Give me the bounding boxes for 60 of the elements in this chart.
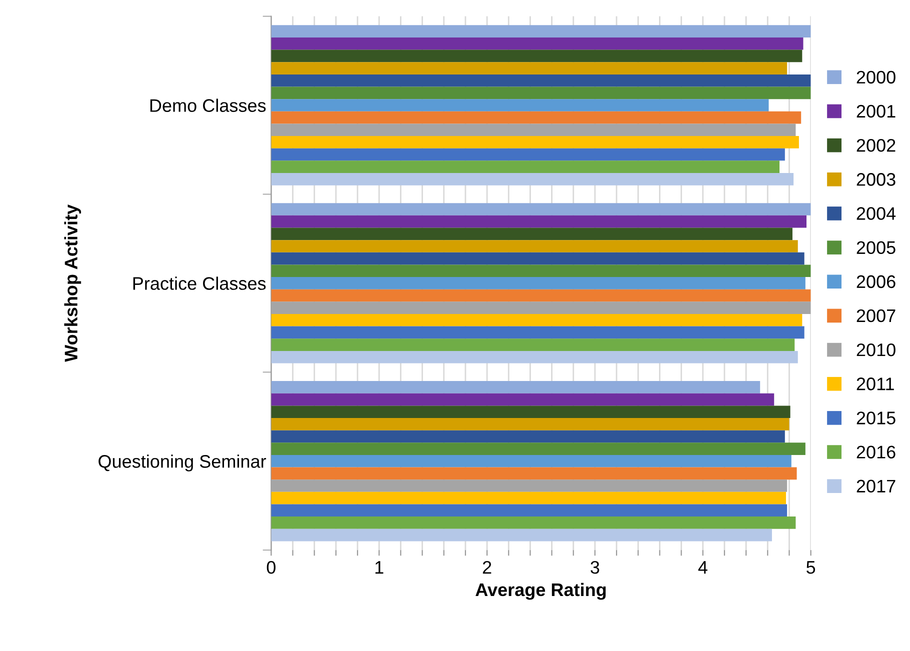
- x-tick-label: 1: [375, 561, 384, 574]
- y-tick-label: Practice Classes: [133, 276, 266, 290]
- bar: [271, 289, 811, 302]
- x-tick-label: 3: [590, 560, 600, 574]
- x-axis-title: Average Rating: [476, 582, 606, 600]
- y-tick-label: Demo Classes: [150, 98, 266, 112]
- bar: [271, 173, 794, 186]
- bar: [271, 240, 798, 252]
- bar: [271, 492, 786, 504]
- bar: [271, 215, 806, 228]
- legend-label: 2005: [856, 241, 896, 254]
- y-axis-title: Workshop Activity: [64, 204, 82, 362]
- legend-label: 2017: [856, 480, 896, 493]
- bar: [271, 160, 780, 173]
- bar: [271, 350, 798, 364]
- bar: [271, 528, 772, 542]
- bar: [271, 454, 792, 468]
- x-tick-label: 4: [698, 561, 708, 574]
- bar: [271, 264, 811, 278]
- bar: [271, 326, 804, 339]
- legend-label: 2010: [856, 343, 896, 356]
- bar: [271, 50, 802, 62]
- legend-label: 2000: [856, 70, 896, 84]
- legend-label: 2001: [856, 104, 896, 118]
- bar: [271, 418, 790, 430]
- bar: [271, 252, 804, 265]
- x-tick-label: 0: [266, 560, 276, 574]
- legend-label: 2015: [856, 412, 896, 424]
- bar: [271, 74, 811, 87]
- bar: [271, 393, 774, 406]
- bar: [271, 86, 811, 100]
- bar: [271, 467, 797, 480]
- legend-label: 2003: [856, 173, 896, 186]
- bar: [271, 111, 802, 124]
- bar: [271, 25, 811, 38]
- bar: [271, 203, 811, 216]
- bar: [271, 148, 785, 161]
- bar: [271, 99, 769, 112]
- bar: [271, 228, 792, 240]
- bar: [271, 314, 802, 326]
- bar: [271, 406, 790, 418]
- y-tick-label: Questioning Seminar: [98, 454, 266, 472]
- bar: [271, 338, 795, 351]
- legend-label: 2004: [856, 207, 896, 220]
- x-tick-label: 5: [806, 561, 816, 574]
- bar: [271, 442, 806, 455]
- bar: [271, 516, 796, 529]
- bar: [271, 381, 760, 394]
- x-tick-label: 2: [482, 560, 492, 574]
- legend-label: 2006: [856, 275, 896, 288]
- bar: [271, 62, 788, 74]
- legend-label: 2007: [856, 309, 896, 322]
- legend-label: 2002: [856, 138, 896, 152]
- bar: [271, 37, 804, 50]
- bar: [271, 136, 799, 148]
- bar: [271, 430, 785, 443]
- bar: [271, 504, 788, 517]
- legend-label: 2011: [856, 378, 894, 390]
- legend-label: 2016: [856, 446, 896, 458]
- bar: [271, 277, 806, 290]
